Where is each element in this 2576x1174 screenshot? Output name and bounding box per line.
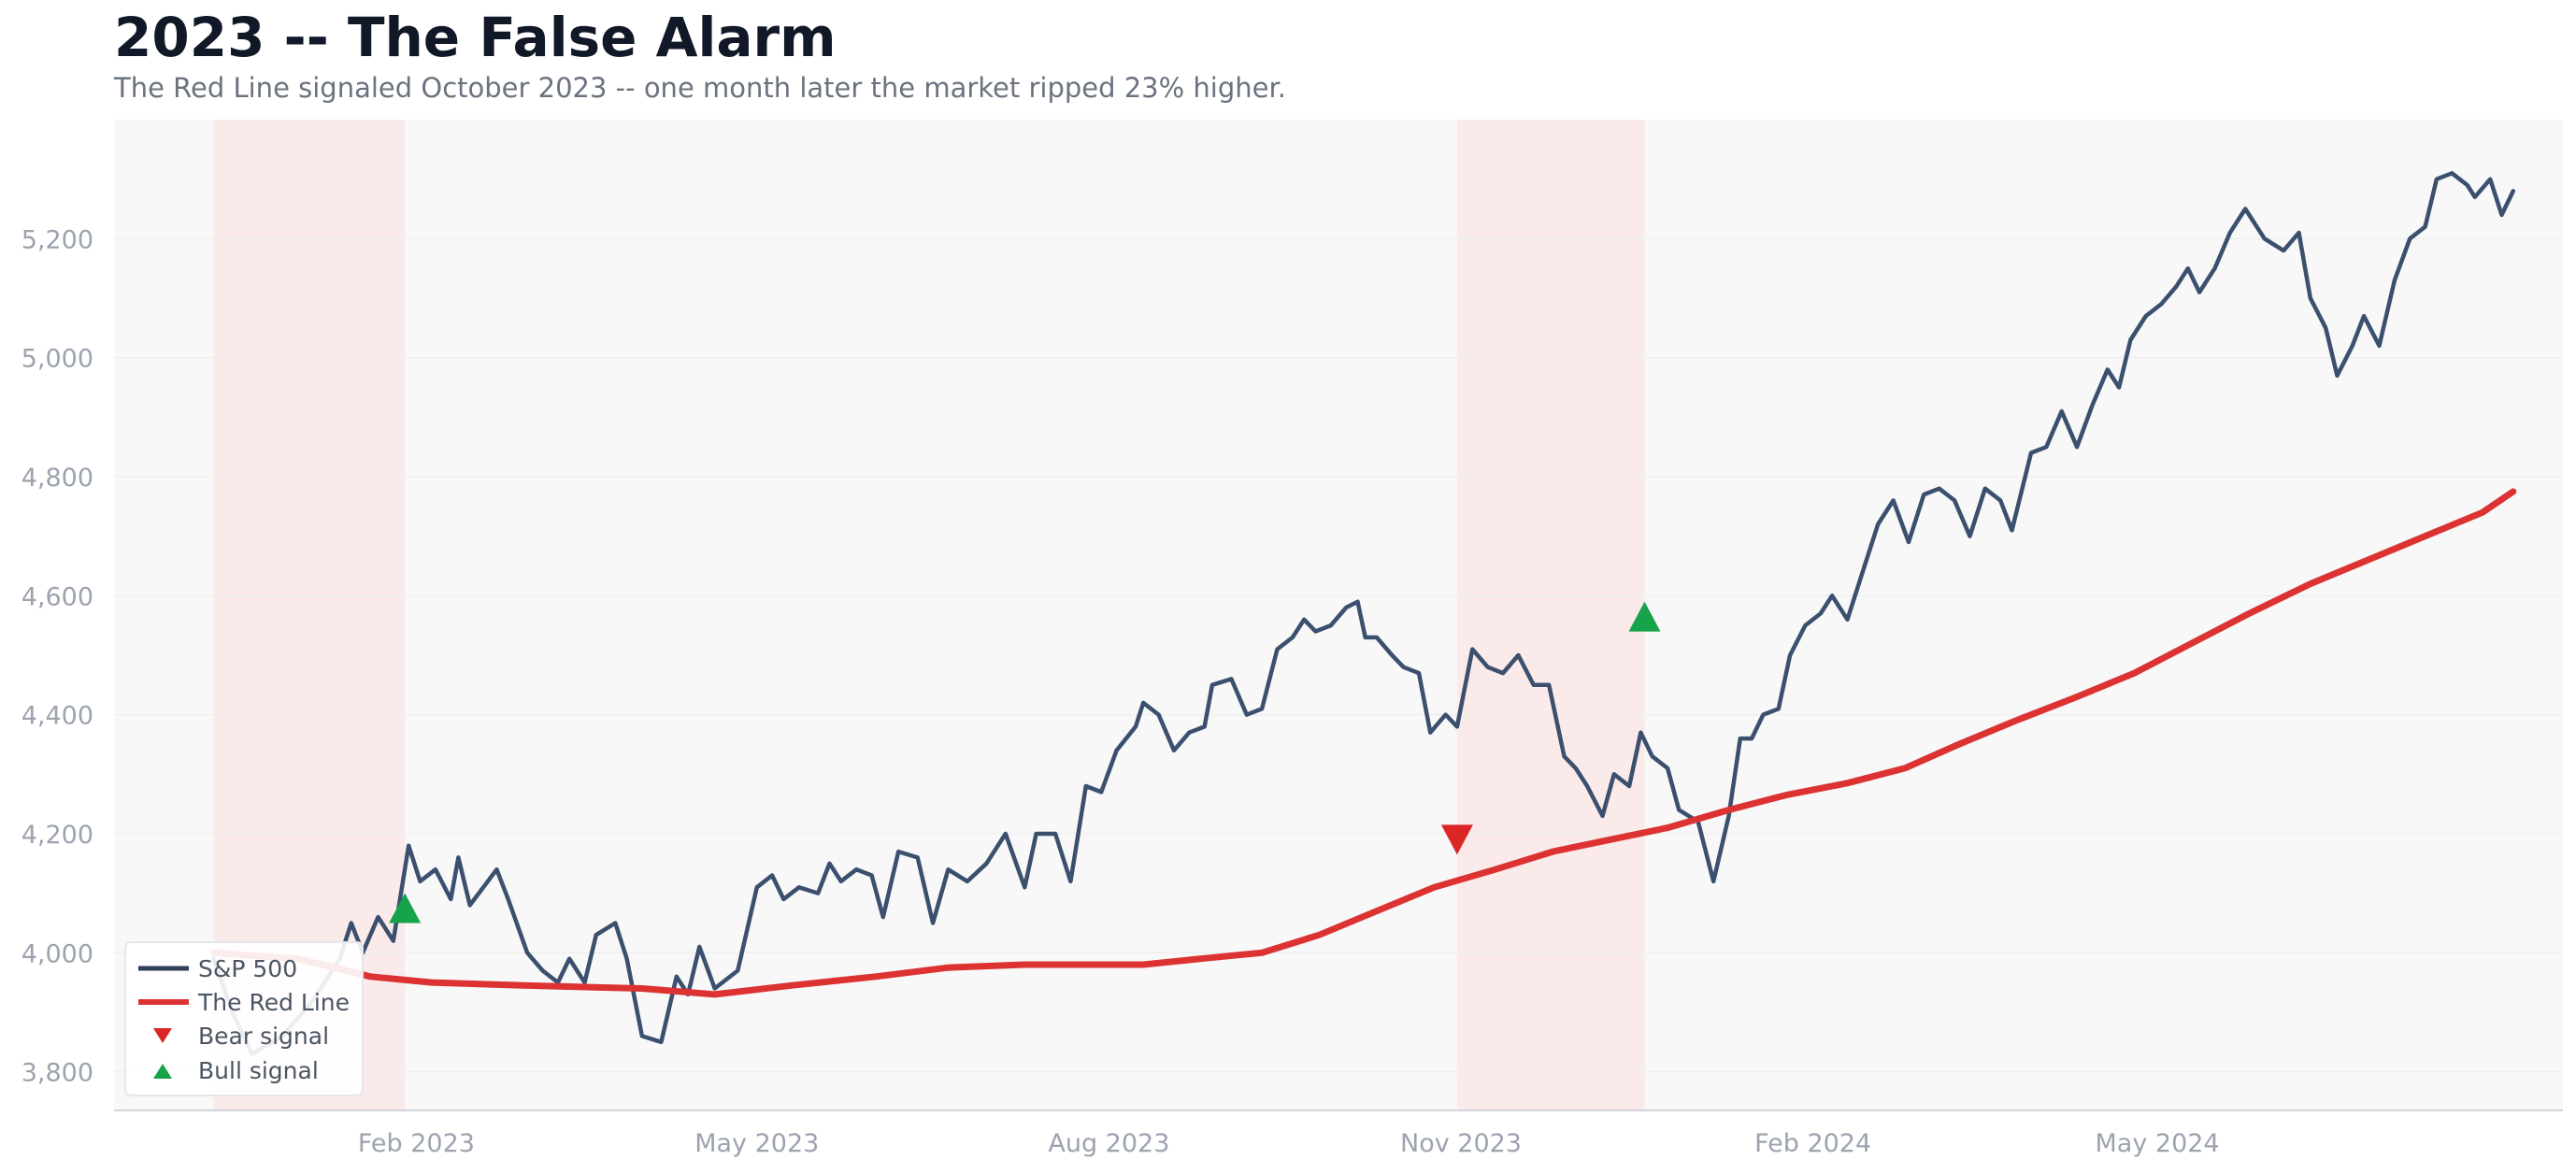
x-tick-label: Aug 2023 [1048, 1129, 1169, 1158]
x-tick-label: Feb 2024 [1754, 1129, 1871, 1158]
legend-label-bear: Bear signal [198, 1023, 329, 1050]
y-tick-label: 4,200 [21, 821, 93, 850]
gridlines [114, 237, 2563, 1073]
legend-label-bull: Bull signal [198, 1057, 319, 1084]
y-tick-label: 5,000 [21, 345, 93, 374]
sp500-series [211, 171, 2516, 1056]
signal-markers [389, 601, 1661, 923]
bull-signal-marker [389, 893, 422, 923]
x-tick-label: May 2024 [2096, 1129, 2220, 1158]
y-axis-ticks: 3,800 4,000 4,200 4,400 4,600 4,800 5,000 5,200 [21, 225, 93, 1087]
legend: S&P 500 The Red Line Bear signal Bull si… [124, 941, 364, 1096]
legend-swatch-bull [153, 1064, 172, 1079]
legend-label-sp500: S&P 500 [198, 955, 297, 982]
series [209, 171, 2517, 1056]
red-line-series [209, 488, 2517, 998]
y-tick-label: 5,200 [21, 225, 93, 254]
x-tick-label: Feb 2023 [358, 1129, 475, 1158]
y-tick-label: 4,000 [21, 939, 93, 968]
chart-title: 2023 -- The False Alarm [114, 6, 837, 69]
y-tick-label: 4,800 [21, 464, 93, 493]
shaded-region-2 [1456, 120, 1645, 1110]
x-tick-label: May 2023 [694, 1129, 819, 1158]
x-tick-label: Nov 2023 [1400, 1129, 1522, 1158]
legend-swatch-bear [153, 1028, 172, 1043]
x-axis-ticks: Feb 2023 May 2023 Aug 2023 Nov 2023 Feb 2024… [358, 1129, 2220, 1158]
y-tick-label: 3,800 [21, 1059, 93, 1088]
y-tick-label: 4,400 [21, 702, 93, 731]
bear-signal-marker [1440, 824, 1473, 855]
bull-signal-marker [1628, 601, 1661, 632]
y-tick-label: 4,600 [21, 582, 93, 611]
chart-subtitle: The Red Line signaled October 2023 -- on… [114, 72, 1286, 104]
legend-label-red-line: The Red Line [197, 989, 350, 1016]
legend-box [124, 941, 364, 1096]
